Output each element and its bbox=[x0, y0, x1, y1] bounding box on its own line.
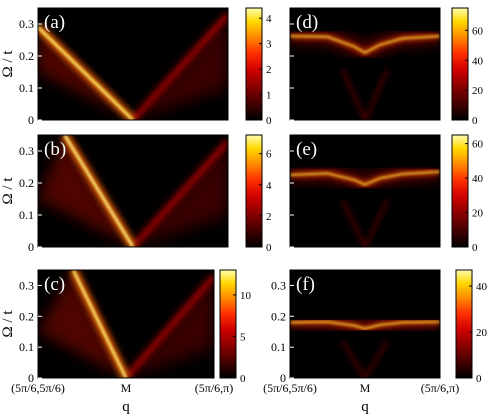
colorbar-tick-label: 20 bbox=[472, 208, 484, 220]
panel-c: 0 0.1 0.2 0.3 (5π/6,5π/6) M (5π/6,π) q Ω / t (c) 0… bbox=[0, 269, 252, 415]
x-tick-label: (5π/6,5π/6) bbox=[11, 381, 65, 395]
y-tick-label: 0 bbox=[28, 240, 34, 254]
y-tick-label: 0.1 bbox=[19, 340, 34, 354]
y-tick-label: 0 bbox=[280, 371, 286, 385]
y-tick-label: 0.1 bbox=[271, 340, 286, 354]
panel-a: 0 0.1 0.2 0.3 Ω / t (a) 0 1 2 3 4 bbox=[0, 7, 272, 127]
panel-d: (d) 0 20 40 60 bbox=[289, 7, 484, 127]
panel-e: (e) 0 20 40 60 bbox=[289, 134, 484, 254]
v-continuum bbox=[341, 68, 389, 120]
colorbar-tick-label: 40 bbox=[472, 55, 484, 67]
colorbar-tick-label: 0 bbox=[472, 115, 478, 127]
x-tick-label: (5π/6,π) bbox=[195, 381, 233, 395]
y-tick-label: 0.2 bbox=[19, 176, 34, 190]
colorbar bbox=[451, 134, 469, 248]
dispersion-line bbox=[290, 171, 440, 186]
plot-frame bbox=[289, 269, 441, 379]
colorbar bbox=[219, 269, 237, 379]
left-continuum bbox=[38, 270, 126, 378]
left-continuum bbox=[38, 135, 133, 247]
panel-b: 0 0.1 0.2 0.3 Ω / t (b) 0 2 4 6 bbox=[0, 134, 272, 254]
right-branch bbox=[130, 139, 228, 247]
y-tick-label: 0.1 bbox=[19, 208, 34, 222]
y-tick-label: 0 bbox=[28, 113, 34, 127]
colorbar-tick-label: 6 bbox=[266, 149, 272, 161]
panel-label: (f) bbox=[296, 274, 315, 295]
plot-frame bbox=[37, 7, 229, 121]
y-tick-label: 0.2 bbox=[271, 309, 286, 323]
colorbar-tick-label: 4 bbox=[266, 180, 272, 192]
colorbar-tick-label: 2 bbox=[266, 211, 272, 223]
plot-frame bbox=[289, 7, 441, 121]
y-tick-label: 0.2 bbox=[19, 49, 34, 63]
colorbar-tick-label: 20 bbox=[472, 85, 484, 97]
heatmap-background bbox=[290, 8, 440, 120]
dispersion-line bbox=[290, 35, 440, 54]
colorbar-tick-label: 0 bbox=[240, 373, 246, 385]
panel-label: (b) bbox=[44, 139, 66, 160]
left-branch bbox=[38, 26, 134, 120]
colorbar bbox=[451, 7, 469, 121]
colorbar-tick-label: 40 bbox=[472, 173, 484, 185]
v-continuum bbox=[341, 199, 389, 247]
plot-frame bbox=[289, 134, 441, 248]
panel-label: (e) bbox=[296, 139, 317, 160]
plot-frame bbox=[37, 134, 229, 248]
x-tick-label: M bbox=[121, 381, 132, 395]
colorbar bbox=[245, 7, 263, 121]
x-tick-label: M bbox=[360, 381, 371, 395]
colorbar-tick-label: 1 bbox=[266, 90, 272, 102]
colorbar bbox=[455, 269, 473, 379]
colorbar-tick-label: 0 bbox=[472, 242, 478, 254]
panel-f: 0 0.1 0.2 0.3 (5π/6,5π/6) M (5π/6,π) q (f) 0 20 40 bbox=[263, 269, 488, 415]
colorbar-tick-label: 0 bbox=[266, 242, 272, 254]
colorbar-tick-label: 2 bbox=[266, 64, 272, 76]
y-axis-label: Ω / t bbox=[0, 177, 16, 205]
x-tick-label: (5π/6,5π/6) bbox=[263, 381, 317, 395]
colorbar-tick-label: 5 bbox=[240, 331, 246, 343]
left-branch bbox=[63, 135, 135, 247]
colorbar-tick-label: 3 bbox=[266, 39, 272, 51]
y-tick-label: 0.3 bbox=[19, 278, 34, 292]
heatmap-content bbox=[290, 30, 440, 120]
colorbar-tick-label: 4 bbox=[266, 13, 272, 25]
colorbar-tick-label: 20 bbox=[476, 327, 488, 339]
x-axis-label: q bbox=[122, 399, 130, 415]
v-continuum bbox=[341, 340, 389, 378]
x-tick-label: (5π/6,π) bbox=[421, 381, 459, 395]
colorbar-tick-label: 0 bbox=[266, 115, 272, 127]
colorbar-tick-label: 60 bbox=[472, 25, 484, 37]
right-branch bbox=[130, 12, 228, 120]
panel-label: (c) bbox=[44, 274, 65, 295]
heatmap-content bbox=[290, 315, 440, 378]
left-branch bbox=[72, 270, 128, 378]
right-branch bbox=[123, 274, 214, 378]
y-tick-label: 0 bbox=[28, 371, 34, 385]
y-axis-label: Ω / t bbox=[0, 50, 16, 78]
colorbar bbox=[245, 134, 263, 248]
colorbar-tick-label: 40 bbox=[476, 281, 488, 293]
heatmap-content bbox=[38, 12, 228, 120]
plot-frame bbox=[37, 269, 215, 379]
colorbar-tick-label: 10 bbox=[240, 290, 252, 302]
y-tick-label: 0.3 bbox=[19, 17, 34, 31]
y-tick-label: 0.3 bbox=[271, 278, 286, 292]
y-tick-label: 0.2 bbox=[19, 309, 34, 323]
y-axis-label: Ω / t bbox=[0, 310, 16, 338]
y-tick-label: 0.3 bbox=[19, 144, 34, 158]
panel-label: (a) bbox=[44, 12, 65, 33]
colorbar-tick-label: 0 bbox=[476, 373, 482, 385]
heatmap-content bbox=[290, 165, 440, 247]
y-tick-label: 0.1 bbox=[19, 81, 34, 95]
panel-label: (d) bbox=[296, 12, 318, 33]
colorbar-tick-label: 60 bbox=[472, 139, 484, 151]
x-axis-label: q bbox=[361, 399, 369, 415]
dispersion-line bbox=[290, 321, 440, 330]
heatmap-content bbox=[38, 270, 214, 378]
heatmap-content bbox=[38, 135, 228, 247]
